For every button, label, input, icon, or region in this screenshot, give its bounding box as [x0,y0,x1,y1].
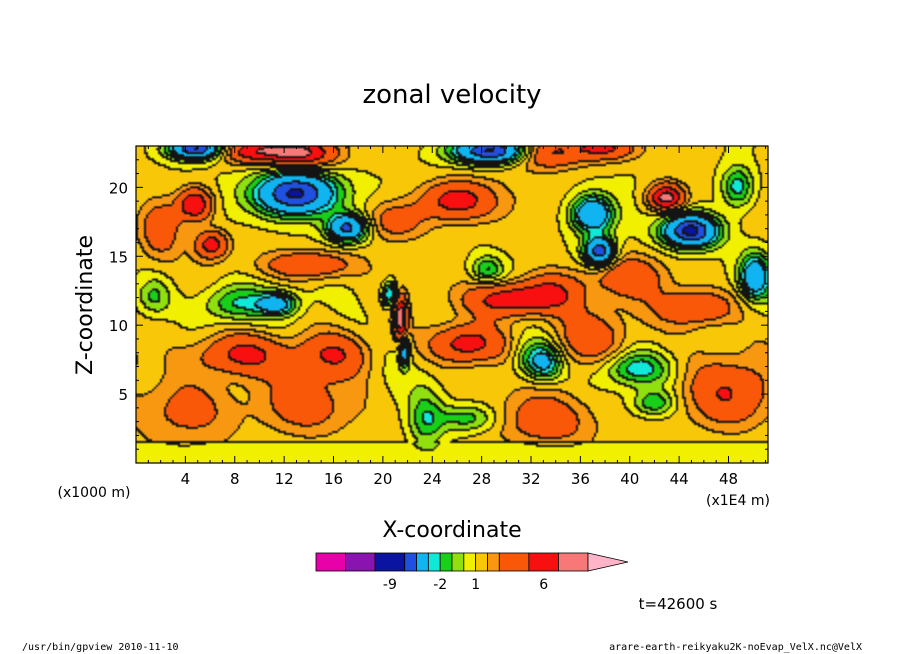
colorbar-box [558,552,589,572]
colorbar-label: -9 [383,577,397,593]
x-tick-label: 32 [521,470,540,488]
chart-title: zonal velocity [362,80,541,110]
x-tick-label: 48 [719,470,738,488]
y-tick-label: 15 [109,248,128,266]
x-tick-label: 12 [275,470,294,488]
colorbar-box [528,552,559,572]
x-tick-label: 40 [620,470,639,488]
y-axis-title: Z-coordinate [73,235,98,375]
colorbar [315,552,629,572]
y-unit-label: (x1000 m) [58,485,131,501]
colorbar-box [416,552,429,572]
colorbar-box [404,552,417,572]
colorbar-box [427,552,441,572]
colorbar-box [345,552,376,572]
y-axis: 5 10 15 20 [109,159,768,450]
y-tick-label: 10 [109,317,128,335]
x-tick-label: 24 [423,470,442,488]
colorbar-box [475,552,488,572]
x-tick-label: 8 [230,470,240,488]
colorbar-label: -2 [433,577,447,593]
x-tick-label: 28 [472,470,491,488]
plot-frame [135,145,769,464]
time-label: t=42600 s [639,595,718,613]
colorbar-box [498,552,530,572]
x-tick-label: 4 [181,470,191,488]
colorbar-box [463,552,477,572]
footer-left: /usr/bin/gpview 2010-11-10 [22,642,179,653]
colorbar-arrow [587,552,629,572]
x-tick-label: 44 [670,470,689,488]
x-unit-label: (x1E4 m) [706,493,770,509]
x-tick-label: 16 [324,470,343,488]
colorbar-label: 6 [539,577,548,593]
x-axis-title: X-coordinate [382,518,521,543]
colorbar-box [439,552,453,572]
y-tick-label: 5 [118,386,128,404]
x-tick-label: 36 [571,470,590,488]
x-tick-label: 20 [373,470,392,488]
colorbar-box [374,552,406,572]
colorbar-box [451,552,465,572]
colorbar-labels: -9 -2 1 6 [383,577,548,593]
contour-image [136,146,768,463]
colorbar-box [487,552,500,572]
y-tick-label: 20 [109,179,128,197]
colorbar-box [315,552,346,572]
contour-field [136,146,768,463]
colorbar-label: 1 [471,577,480,593]
x-axis: 4 8 12 16 20 24 28 32 36 40 44 48 [147,146,767,488]
footer-right: arare-earth-reikyaku2K-noEvap_VelX.nc@Ve… [609,642,862,653]
